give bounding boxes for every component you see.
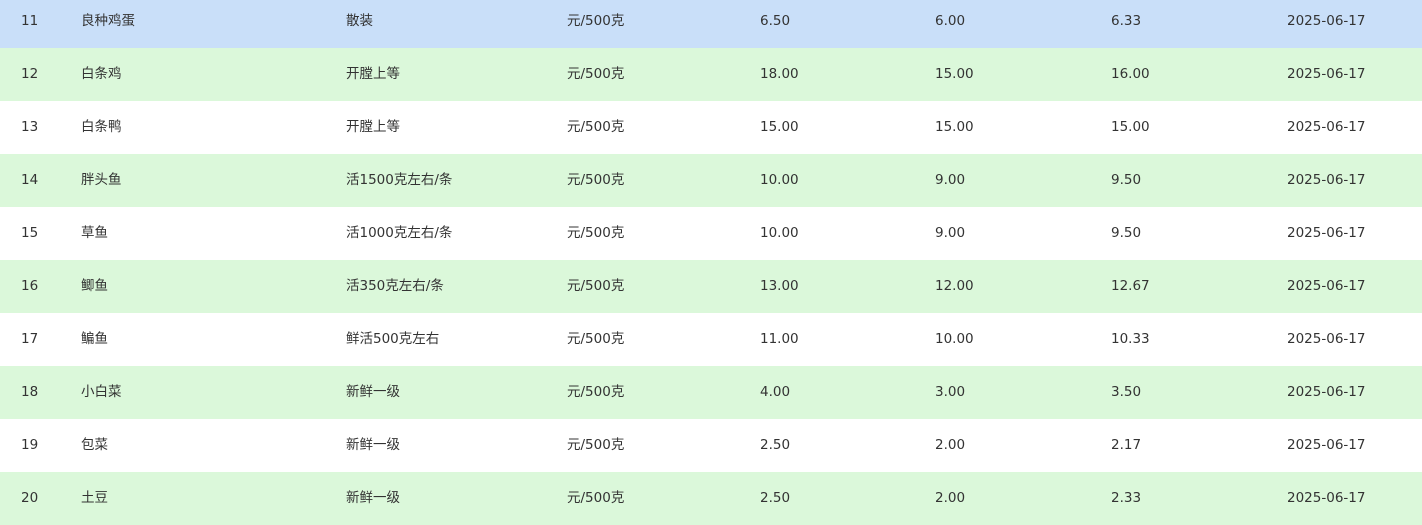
row-number-cell: 13 [21, 119, 39, 135]
specification-cell: 散装 [346, 13, 373, 29]
date-cell: 2025-06-17 [1287, 384, 1366, 400]
unit-cell: 元/500克 [567, 66, 625, 82]
date-cell: 2025-06-17 [1287, 225, 1366, 241]
table-row[interactable]: 18 小白菜 新鲜一级 元/500克 4.00 3.00 3.50 2025-06-17 [0, 366, 1422, 419]
highest-price-cell: 15.00 [760, 119, 799, 135]
product-name-cell: 鳊鱼 [81, 331, 108, 347]
row-number-cell: 18 [21, 384, 39, 400]
date-cell: 2025-06-17 [1287, 172, 1366, 188]
unit-cell: 元/500克 [567, 331, 625, 347]
lowest-price-cell: 9.00 [935, 225, 966, 241]
lowest-price-cell: 15.00 [935, 66, 974, 82]
unit-cell: 元/500克 [567, 437, 625, 453]
date-cell: 2025-06-17 [1287, 66, 1366, 82]
row-number-cell: 16 [21, 278, 39, 294]
row-number-cell: 17 [21, 331, 39, 347]
unit-cell: 元/500克 [567, 384, 625, 400]
average-price-cell: 16.00 [1111, 66, 1150, 82]
table-row[interactable]: 12 白条鸡 开膛上等 元/500克 18.00 15.00 16.00 2025-06-17 [0, 48, 1422, 101]
table-row[interactable]: 15 草鱼 活1000克左右/条 元/500克 10.00 9.00 9.50 2025-06… [0, 207, 1422, 260]
unit-cell: 元/500克 [567, 490, 625, 506]
highest-price-cell: 2.50 [760, 490, 791, 506]
specification-cell: 开膛上等 [346, 66, 400, 82]
specification-cell: 鲜活500克左右 [346, 331, 440, 347]
unit-cell: 元/500克 [567, 278, 625, 294]
date-cell: 2025-06-17 [1287, 13, 1366, 29]
unit-cell: 元/500克 [567, 225, 625, 241]
date-cell: 2025-06-17 [1287, 437, 1366, 453]
row-number-cell: 11 [21, 13, 39, 29]
table-row[interactable]: 19 包菜 新鲜一级 元/500克 2.50 2.00 2.17 2025-06-17 [0, 419, 1422, 472]
date-cell: 2025-06-17 [1287, 331, 1366, 347]
row-number-cell: 20 [21, 490, 39, 506]
table-row[interactable]: 13 白条鸭 开膛上等 元/500克 15.00 15.00 15.00 2025-06-17 [0, 101, 1422, 154]
highest-price-cell: 10.00 [760, 225, 799, 241]
lowest-price-cell: 2.00 [935, 437, 966, 453]
lowest-price-cell: 2.00 [935, 490, 966, 506]
highest-price-cell: 11.00 [760, 331, 799, 347]
row-number-cell: 12 [21, 66, 39, 82]
date-cell: 2025-06-17 [1287, 278, 1366, 294]
table-row[interactable]: 20 土豆 新鲜一级 元/500克 2.50 2.00 2.33 2025-06-17 [0, 472, 1422, 525]
lowest-price-cell: 12.00 [935, 278, 974, 294]
product-name-cell: 包菜 [81, 437, 108, 453]
unit-cell: 元/500克 [567, 172, 625, 188]
average-price-cell: 6.33 [1111, 13, 1142, 29]
specification-cell: 活1000克左右/条 [346, 225, 453, 241]
average-price-cell: 2.17 [1111, 437, 1142, 453]
highest-price-cell: 6.50 [760, 13, 791, 29]
lowest-price-cell: 15.00 [935, 119, 974, 135]
row-number-cell: 19 [21, 437, 39, 453]
lowest-price-cell: 10.00 [935, 331, 974, 347]
average-price-cell: 3.50 [1111, 384, 1142, 400]
specification-cell: 新鲜一级 [346, 437, 400, 453]
highest-price-cell: 4.00 [760, 384, 791, 400]
average-price-cell: 15.00 [1111, 119, 1150, 135]
specification-cell: 活350克左右/条 [346, 278, 444, 294]
specification-cell: 新鲜一级 [346, 384, 400, 400]
average-price-cell: 12.67 [1111, 278, 1150, 294]
product-name-cell: 白条鸡 [81, 66, 122, 82]
date-cell: 2025-06-17 [1287, 119, 1366, 135]
average-price-cell: 10.33 [1111, 331, 1150, 347]
row-number-cell: 15 [21, 225, 39, 241]
table-row[interactable]: 14 胖头鱼 活1500克左右/条 元/500克 10.00 9.00 9.50 2025-0… [0, 154, 1422, 207]
lowest-price-cell: 3.00 [935, 384, 966, 400]
product-name-cell: 胖头鱼 [81, 172, 122, 188]
product-name-cell: 良种鸡蛋 [81, 13, 135, 29]
lowest-price-cell: 9.00 [935, 172, 966, 188]
table-row[interactable]: 16 鲫鱼 活350克左右/条 元/500克 13.00 12.00 12.67 2025-0… [0, 260, 1422, 313]
product-name-cell: 小白菜 [81, 384, 122, 400]
average-price-cell: 9.50 [1111, 172, 1142, 188]
table-row[interactable]: 11 良种鸡蛋 散装 元/500克 6.50 6.00 6.33 2025-06-17 [0, 0, 1422, 48]
average-price-cell: 9.50 [1111, 225, 1142, 241]
specification-cell: 新鲜一级 [346, 490, 400, 506]
table-row[interactable]: 17 鳊鱼 鲜活500克左右 元/500克 11.00 10.00 10.33 2025-06… [0, 313, 1422, 366]
unit-cell: 元/500克 [567, 119, 625, 135]
unit-cell: 元/500克 [567, 13, 625, 29]
highest-price-cell: 18.00 [760, 66, 799, 82]
product-name-cell: 土豆 [81, 490, 108, 506]
highest-price-cell: 13.00 [760, 278, 799, 294]
lowest-price-cell: 6.00 [935, 13, 966, 29]
specification-cell: 开膛上等 [346, 119, 400, 135]
row-number-cell: 14 [21, 172, 39, 188]
date-cell: 2025-06-17 [1287, 490, 1366, 506]
highest-price-cell: 10.00 [760, 172, 799, 188]
product-name-cell: 白条鸭 [81, 119, 122, 135]
product-name-cell: 草鱼 [81, 225, 108, 241]
specification-cell: 活1500克左右/条 [346, 172, 453, 188]
product-name-cell: 鲫鱼 [81, 278, 108, 294]
highest-price-cell: 2.50 [760, 437, 791, 453]
average-price-cell: 2.33 [1111, 490, 1142, 506]
